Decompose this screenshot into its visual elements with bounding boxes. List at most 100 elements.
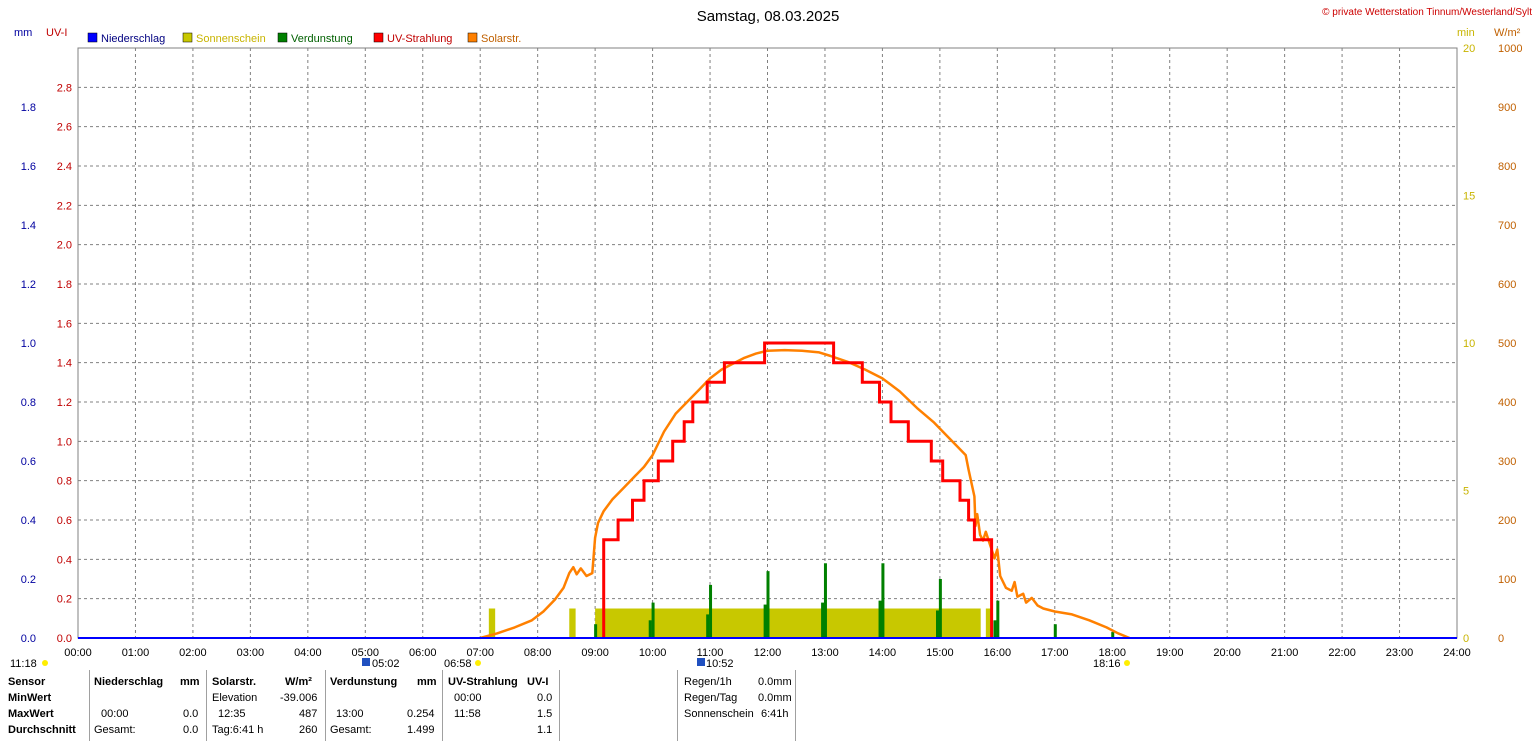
sunshine-bar xyxy=(830,608,838,638)
sunshine-bar xyxy=(928,608,935,638)
uv-max-time: 11:58 xyxy=(454,708,481,720)
sunshine-bar xyxy=(813,608,820,638)
niederschlag-total-label: Gesamt: xyxy=(94,724,136,736)
copyright-text: © private Wetterstation Tinnum/Westerlan… xyxy=(1322,7,1532,18)
uv-min-value: 0.0 xyxy=(537,692,553,704)
legend-swatch xyxy=(373,32,384,43)
sunshine-bar xyxy=(951,608,958,638)
x-tick-label: 00:00 xyxy=(64,647,92,659)
sunshine-bar xyxy=(859,608,866,638)
sunshine-bar xyxy=(635,608,642,638)
sunshine-bar xyxy=(744,608,751,638)
summary-sunshine-value: 6:41h xyxy=(761,708,789,720)
uv-min-time: 00:00 xyxy=(454,692,482,704)
moon-phase-icon xyxy=(362,658,370,666)
niederschlag-header: Niederschlag xyxy=(94,676,164,688)
transit-label: 10:52 xyxy=(706,658,734,668)
sunshine-bar xyxy=(796,608,803,638)
wm2-axis-tick: 600 xyxy=(1498,279,1516,291)
niederschlag-max-value: 0.0 xyxy=(183,708,199,720)
summary-rain-hour-label: Regen/1h xyxy=(684,676,732,688)
verdunstung-bar xyxy=(881,563,885,638)
x-tick-label: 24:00 xyxy=(1443,647,1471,659)
summary-rain-day-value: 0.0mm xyxy=(758,692,792,704)
sunshine-bar xyxy=(865,608,872,638)
sunshine-bar xyxy=(847,608,855,638)
sun-icon xyxy=(475,660,481,666)
x-tick-label: 13:00 xyxy=(811,647,839,659)
uv-max-value: 1.5 xyxy=(537,708,553,720)
stats-table: Sensor MinWert MaxWert Durchschnitt Nied… xyxy=(0,668,1536,741)
transit-icon xyxy=(697,658,705,666)
row-label-min: MinWert xyxy=(8,692,52,704)
sunshine-bar xyxy=(773,608,780,638)
divider xyxy=(795,670,796,741)
verdunstung-bar xyxy=(651,602,655,638)
legend-label: UV-Strahlung xyxy=(387,33,452,45)
sunshine-bar xyxy=(606,608,613,638)
sunshine-bar xyxy=(652,608,659,638)
x-tick-label: 23:00 xyxy=(1386,647,1414,659)
sunshine-bar xyxy=(612,608,619,638)
sunshine-bar xyxy=(899,608,906,638)
mm-axis-tick: 1.2 xyxy=(21,279,36,291)
mm-axis-tick: 0.2 xyxy=(21,574,36,586)
mm-axis-tick: 0.6 xyxy=(21,456,36,468)
sunshine-bar xyxy=(750,608,757,638)
verdunstung-bar xyxy=(706,614,710,638)
wm2-axis-tick: 300 xyxy=(1498,456,1516,468)
uv-axis-unit: UV-I xyxy=(46,27,67,39)
mm-axis-tick: 0.4 xyxy=(21,515,36,527)
verdunstung-bar xyxy=(709,584,713,638)
sunshine-bar xyxy=(945,608,952,638)
sunshine-bar xyxy=(698,608,705,638)
row-label-avg: Durchschnitt xyxy=(8,724,76,736)
row-label-max: MaxWert xyxy=(8,708,54,720)
verdunstung-bar xyxy=(878,600,882,638)
mm-axis-tick: 0.0 xyxy=(21,633,36,645)
uv-axis-tick: 0.6 xyxy=(57,515,72,527)
divider xyxy=(559,670,560,741)
mm-axis-tick: 1.0 xyxy=(21,338,36,350)
sunshine-bar xyxy=(824,608,832,638)
sunshine-bar xyxy=(675,608,682,638)
sunshine-bar xyxy=(870,608,878,638)
wm2-axis-tick: 0 xyxy=(1498,633,1504,645)
sunshine-bar xyxy=(957,608,964,638)
summary-sunshine-label: Sonnenschein xyxy=(684,708,754,720)
sunshine-bar xyxy=(911,608,918,638)
sunshine-bar xyxy=(692,608,700,638)
solar-avg-label: Tag:6:41 h xyxy=(212,724,264,736)
x-tick-label: 12:00 xyxy=(754,647,782,659)
niederschlag-max-time: 00:00 xyxy=(101,708,129,720)
mm-axis-tick: 0.8 xyxy=(21,397,36,409)
min-axis-tick: 5 xyxy=(1463,486,1469,498)
sunshine-bar xyxy=(882,608,889,638)
mm-axis-unit: mm xyxy=(14,27,32,39)
verdunstung-total-label: Gesamt: xyxy=(330,724,372,736)
verdunstung-bar xyxy=(648,620,652,638)
solar-unit: W/m² xyxy=(285,676,312,688)
x-tick-label: 21:00 xyxy=(1271,647,1299,659)
sunshine-bar xyxy=(784,608,792,638)
sunshine-bar xyxy=(853,608,861,638)
sunshine-bar xyxy=(733,608,740,638)
moon-icon xyxy=(42,660,48,666)
sunshine-bar xyxy=(801,608,809,638)
sunshine-bar xyxy=(968,608,975,638)
wm2-axis-tick: 700 xyxy=(1498,220,1516,232)
wm2-axis-unit: W/m² xyxy=(1494,27,1521,39)
divider xyxy=(325,670,326,741)
uv-axis-tick: 1.2 xyxy=(57,397,72,409)
verdunstung-bar xyxy=(766,571,770,638)
x-tick-label: 16:00 xyxy=(984,647,1012,659)
legend-swatch xyxy=(277,32,288,43)
uv-axis-tick: 0.2 xyxy=(57,594,72,606)
sunset-label: 18:16 xyxy=(1093,658,1121,668)
verdunstung-bar xyxy=(938,579,942,638)
sunshine-bar xyxy=(790,608,797,638)
wm2-axis-tick: 200 xyxy=(1498,515,1516,527)
sunshine-bar xyxy=(974,608,981,638)
x-tick-label: 06:00 xyxy=(409,647,437,659)
sunshine-bar xyxy=(767,608,774,638)
